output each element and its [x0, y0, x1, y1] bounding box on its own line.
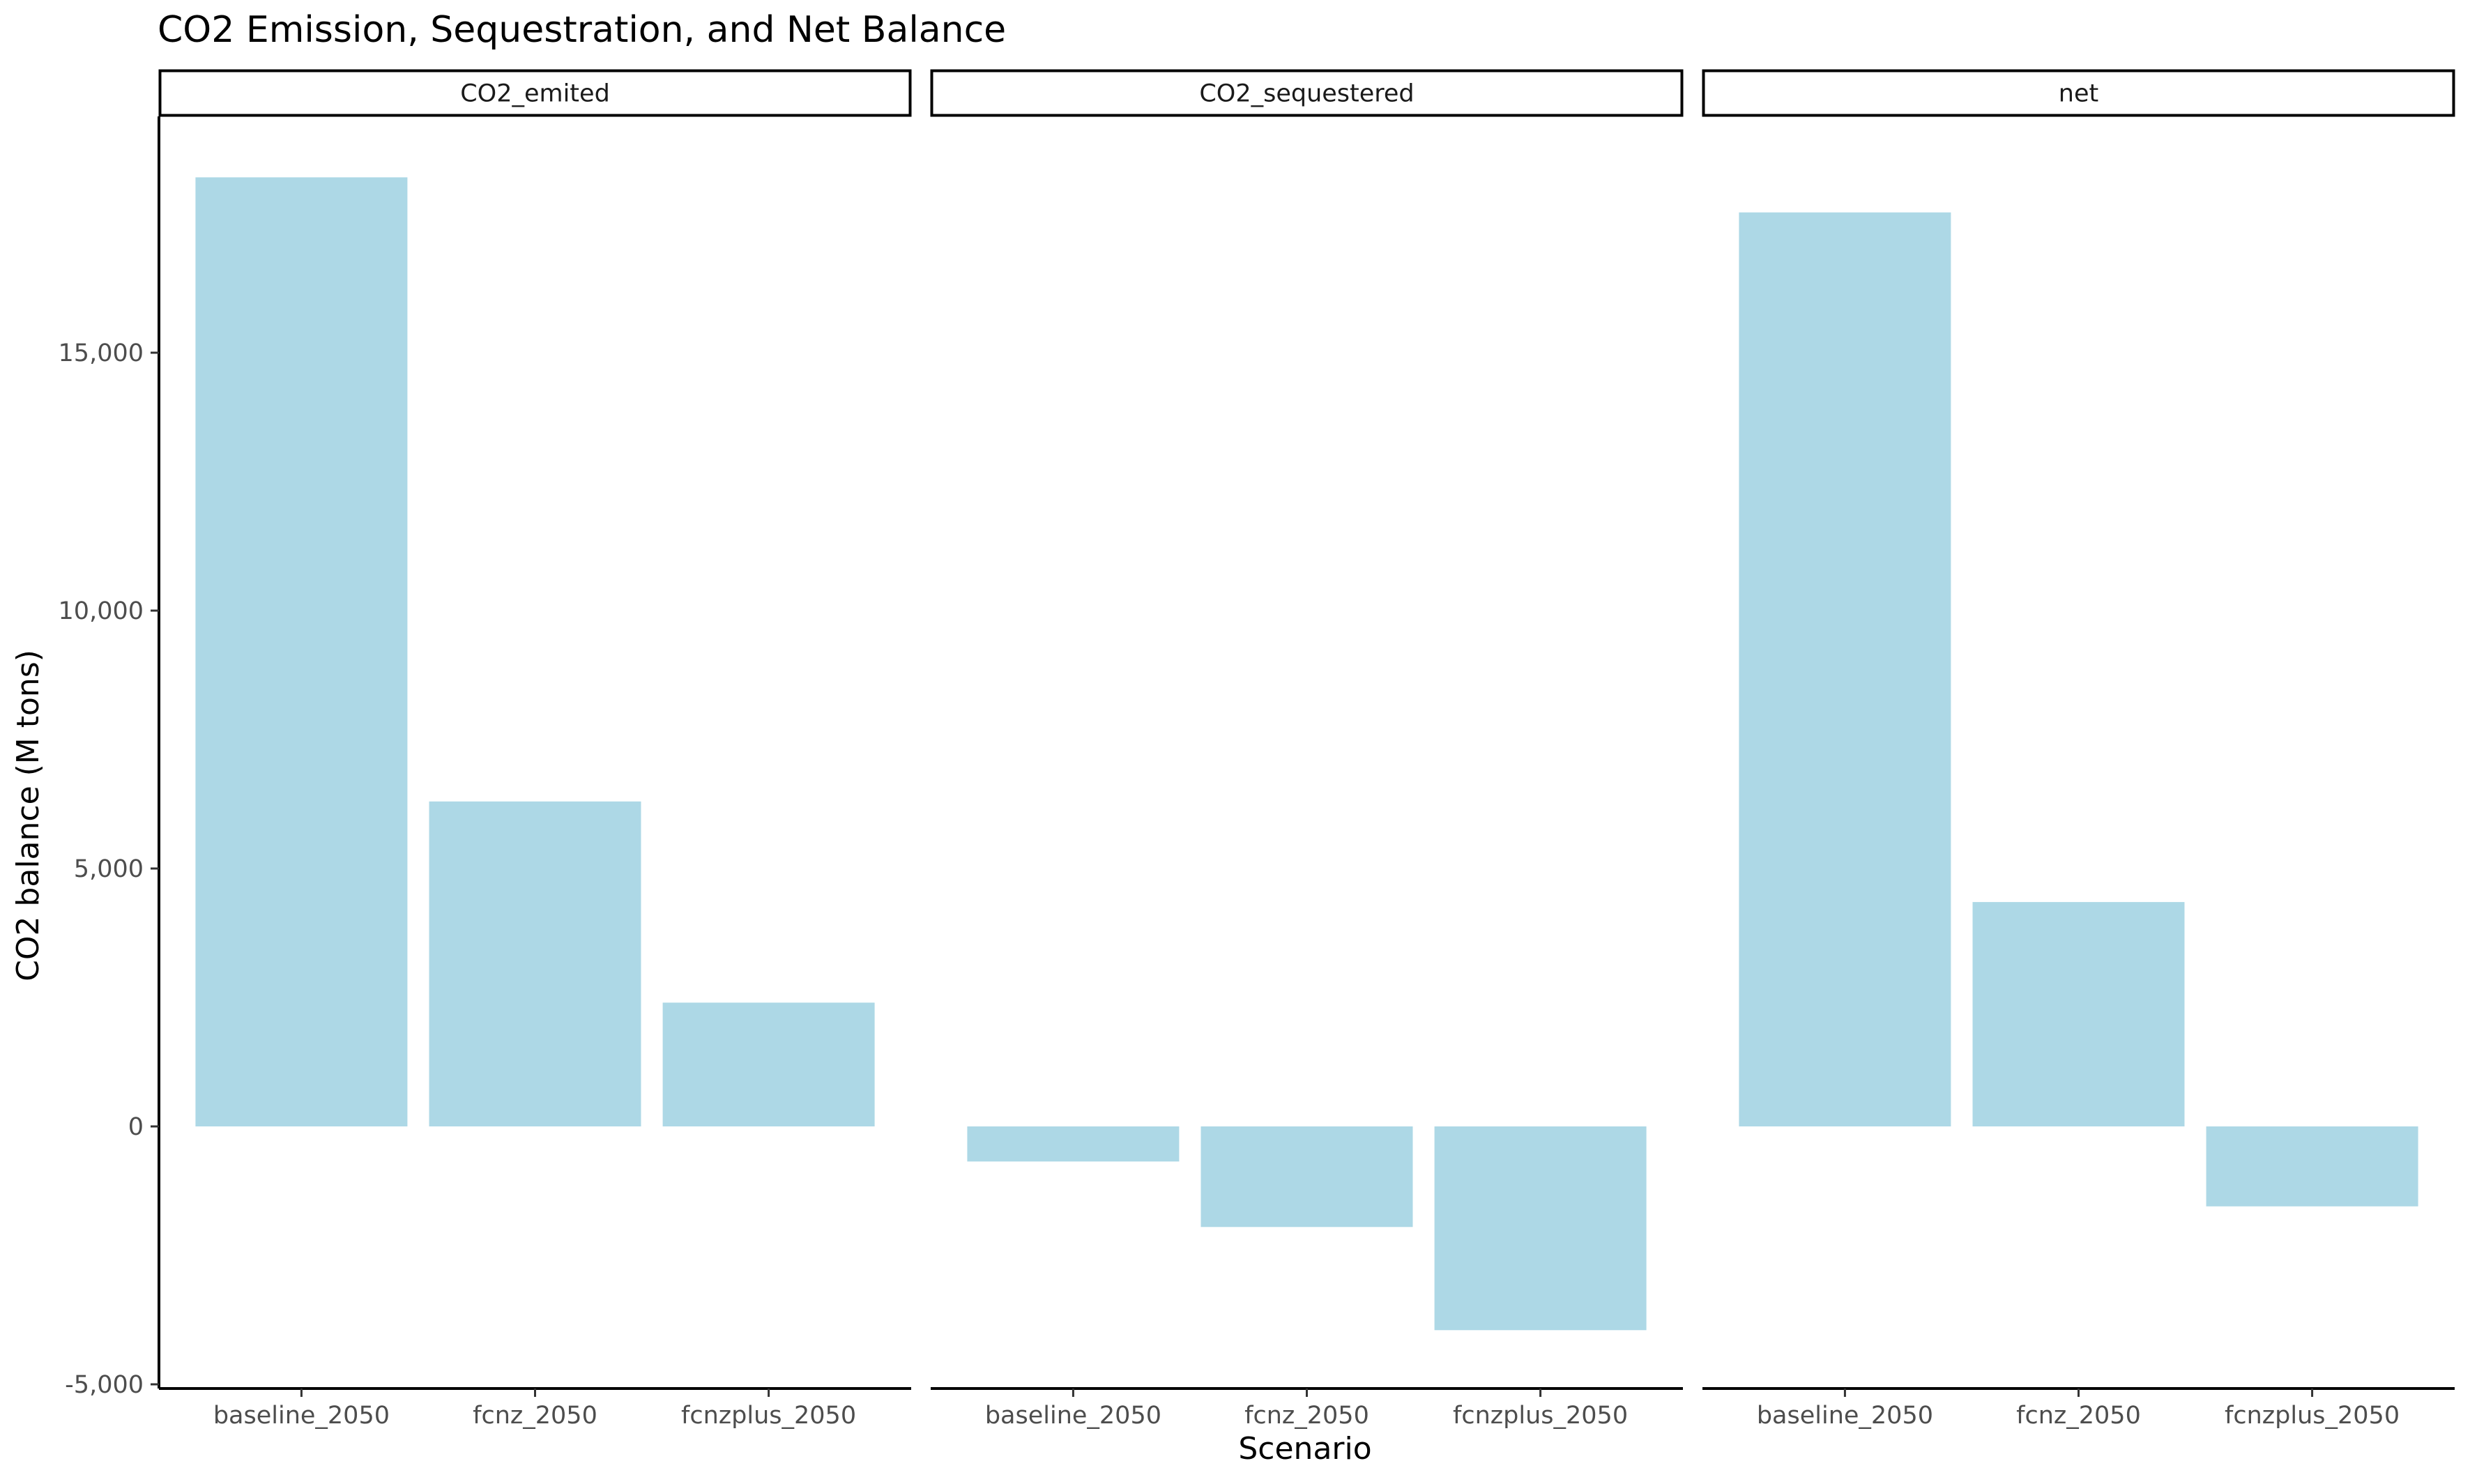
x-tick-label: fcnz_2050	[1244, 1402, 1369, 1430]
facet-strip-label: CO2_sequestered	[1199, 80, 1414, 108]
y-tick-label: 10,000	[59, 597, 144, 625]
bar	[2206, 1126, 2418, 1207]
x-tick-label: baseline_2050	[1757, 1402, 1933, 1430]
facet-panel-1: CO2_sequestered baseline_2050 fcnz_2050 fcn…	[930, 69, 1684, 1430]
bar	[429, 801, 641, 1126]
chart-title: CO2 Emission, Sequestration, and Net Bal…	[158, 9, 1006, 51]
x-tick-label: baseline_2050	[213, 1402, 390, 1430]
facet-strip	[930, 69, 1684, 117]
x-tick-label: baseline_2050	[985, 1402, 1161, 1430]
facet-panels: CO2_emited baseline_2050 fcnz_2050 fcnzplus…	[158, 69, 2455, 1430]
x-tick-label: fcnz_2050	[2016, 1402, 2141, 1430]
bar	[1200, 1126, 1413, 1227]
x-tick-label: fcnz_2050	[473, 1402, 597, 1430]
bar	[662, 1002, 875, 1126]
bar	[1434, 1126, 1647, 1331]
bar	[1739, 212, 1951, 1127]
x-tick-label: fcnzplus_2050	[681, 1402, 856, 1430]
facet-strip-label: net	[2059, 80, 2098, 108]
x-axis-title: Scenario	[1238, 1431, 1371, 1467]
facet-strip	[1702, 69, 2455, 117]
y-tick-label: 5,000	[74, 855, 144, 883]
bar	[1972, 902, 2185, 1126]
x-tick-label: fcnzplus_2050	[2225, 1402, 2400, 1430]
facet-panel-0: CO2_emited baseline_2050 fcnz_2050 fcnzplus…	[158, 69, 912, 1430]
bar	[967, 1126, 1180, 1162]
facet-strip-label: CO2_emited	[460, 80, 610, 108]
bar	[195, 177, 408, 1126]
facet-strip	[158, 69, 912, 117]
y-axis-title: CO2 balance (M tons)	[10, 650, 46, 981]
facet-panel-2: net baseline_2050 fcnz_2050 fcnzplus_2050	[1702, 69, 2455, 1430]
x-tick-label: fcnzplus_2050	[1453, 1402, 1628, 1430]
y-tick-label: 0	[128, 1113, 144, 1141]
y-tick-label: 15,000	[59, 339, 144, 367]
y-tick-label: -5,000	[65, 1371, 144, 1399]
y-axis: -5,000 0 5,000 10,000 15,000	[59, 116, 160, 1399]
